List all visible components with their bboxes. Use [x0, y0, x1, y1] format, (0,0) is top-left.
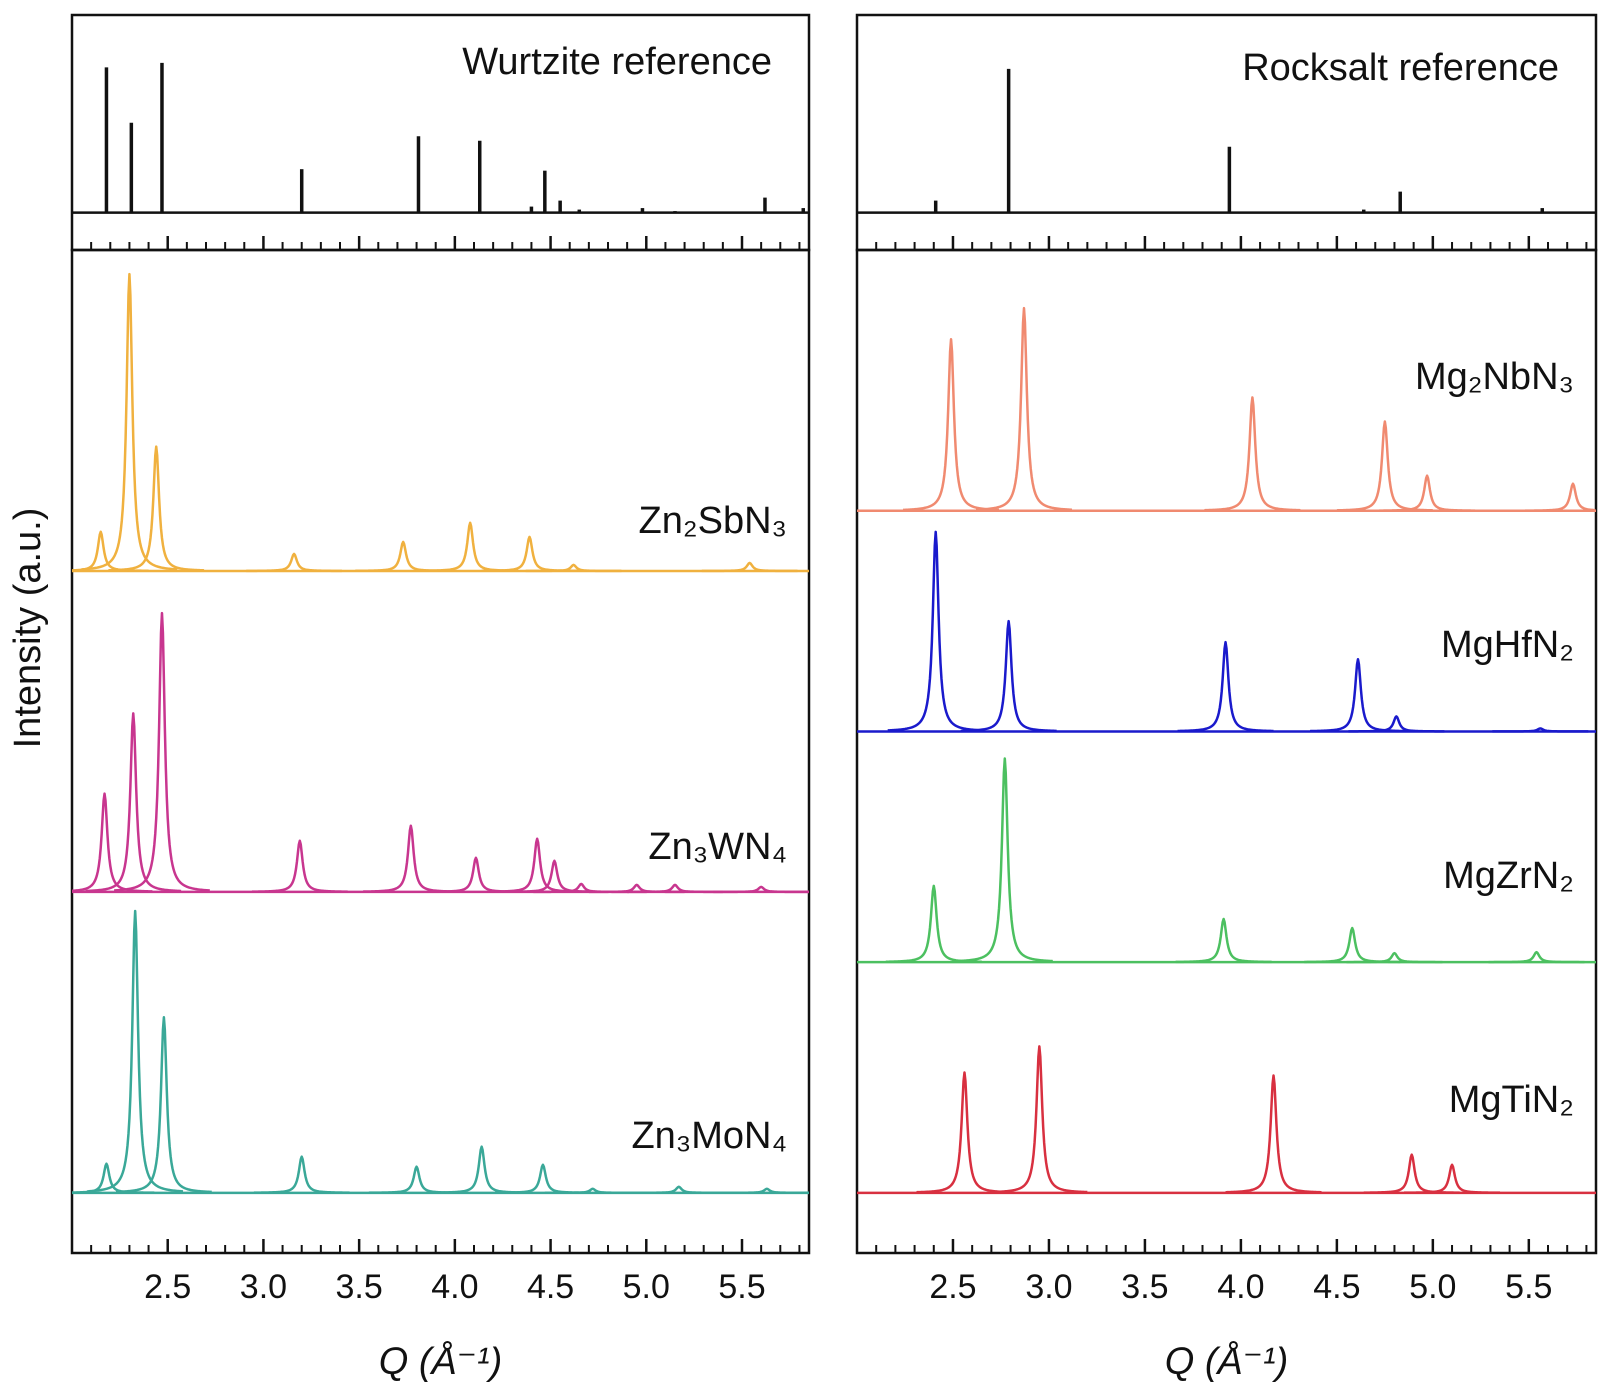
diffraction-peak — [253, 1155, 350, 1194]
diffraction-peak — [427, 856, 525, 893]
x-tick-label: 4.5 — [1313, 1268, 1360, 1306]
diffraction-peak — [630, 1185, 727, 1195]
diffraction-peak — [1177, 640, 1274, 733]
diffraction-peak — [956, 757, 1054, 963]
x-tick-label: 5.0 — [623, 1268, 670, 1306]
reference-title: Wurtzite reference — [462, 41, 772, 83]
diffraction-peak — [1378, 474, 1476, 512]
diffraction-peak — [1225, 1074, 1322, 1194]
diffraction-peak — [887, 530, 984, 732]
x-tick-label: 3.0 — [1025, 1268, 1072, 1306]
diffraction-peak — [1303, 926, 1401, 964]
diffraction-peak — [87, 909, 184, 1193]
diffraction-peak — [113, 611, 211, 892]
diffraction-peak — [81, 272, 178, 571]
series-label: MgHfN₂ — [1441, 624, 1574, 666]
diffraction-peak — [916, 1071, 1013, 1194]
diffraction-peak — [506, 859, 603, 894]
diffraction-peak — [481, 535, 578, 573]
diffraction-peak — [975, 306, 1073, 511]
diffraction-peak — [525, 563, 622, 573]
x-tick-label: 2.5 — [144, 1268, 191, 1306]
diffraction-peak — [368, 1165, 465, 1194]
x-tick-label: 4.5 — [527, 1268, 574, 1306]
diffraction-peak — [712, 885, 810, 894]
x-tick-label: 4.0 — [1217, 1268, 1264, 1306]
diffraction-peak — [588, 883, 685, 894]
series-label: Zn₂SbN₃ — [639, 500, 788, 542]
diffraction-peak — [355, 540, 452, 573]
diffraction-peak — [71, 530, 149, 573]
diffraction-peak — [885, 884, 983, 963]
x-axis-title: Q (Å⁻¹) — [379, 1339, 502, 1383]
diffraction-peak — [115, 1016, 213, 1194]
diffraction-peak — [1403, 1163, 1501, 1194]
diffraction-peak — [433, 1145, 530, 1194]
series-label: Mg₂NbN₃ — [1415, 356, 1574, 398]
x-tick-label: 2.5 — [929, 1268, 976, 1306]
x-tick-label: 3.5 — [1121, 1268, 1168, 1306]
diffraction-peak — [718, 1187, 810, 1195]
diffraction-peak — [85, 712, 182, 893]
diffraction-peak — [422, 521, 519, 572]
x-tick-label: 5.5 — [1505, 1268, 1552, 1306]
series-label: Zn₃WN₄ — [648, 826, 787, 868]
diffraction-peak — [1363, 1153, 1461, 1194]
diffraction-peak — [1336, 420, 1434, 512]
diffraction-peak — [362, 824, 459, 893]
series-label: Zn₃MoN₄ — [631, 1115, 787, 1157]
series-label: MgTiN₂ — [1449, 1079, 1574, 1121]
diffraction-peak — [1204, 396, 1301, 512]
diffraction-peak — [251, 839, 348, 893]
x-axis-title: Q (Å⁻¹) — [1165, 1339, 1288, 1383]
diffraction-peak — [701, 561, 798, 573]
x-tick-label: 3.5 — [336, 1268, 383, 1306]
panel-frame — [70, 248, 811, 1255]
series-label: MgZrN₂ — [1443, 855, 1574, 897]
diffraction-peak — [1488, 950, 1585, 964]
diffraction-peak — [245, 552, 343, 573]
diffraction-peak — [1309, 657, 1407, 733]
diffraction-peak — [626, 883, 724, 894]
diffraction-peak — [489, 837, 586, 893]
x-tick-label: 3.0 — [240, 1268, 287, 1306]
diffraction-peak — [1492, 727, 1589, 733]
diffraction-peak — [1346, 951, 1443, 964]
diffraction-peak — [494, 1163, 592, 1194]
x-tick-label: 5.5 — [718, 1268, 765, 1306]
diffraction-peak — [1524, 482, 1596, 512]
diffraction-peak — [108, 445, 205, 572]
x-tick-label: 4.0 — [431, 1268, 478, 1306]
diffraction-peak — [991, 1045, 1088, 1194]
diffraction-peak — [902, 338, 1000, 512]
x-tick-label: 5.0 — [1409, 1268, 1456, 1306]
y-axis-title: Intensity (a.u.) — [7, 508, 49, 749]
panel-frame — [855, 248, 1598, 1255]
diffraction-peak — [1175, 917, 1272, 964]
diffraction-peak — [960, 619, 1057, 733]
diffraction-peak — [1348, 715, 1445, 733]
reference-title: Rocksalt reference — [1242, 47, 1559, 89]
diffraction-peak — [71, 792, 153, 893]
diffraction-peak — [544, 1187, 641, 1195]
